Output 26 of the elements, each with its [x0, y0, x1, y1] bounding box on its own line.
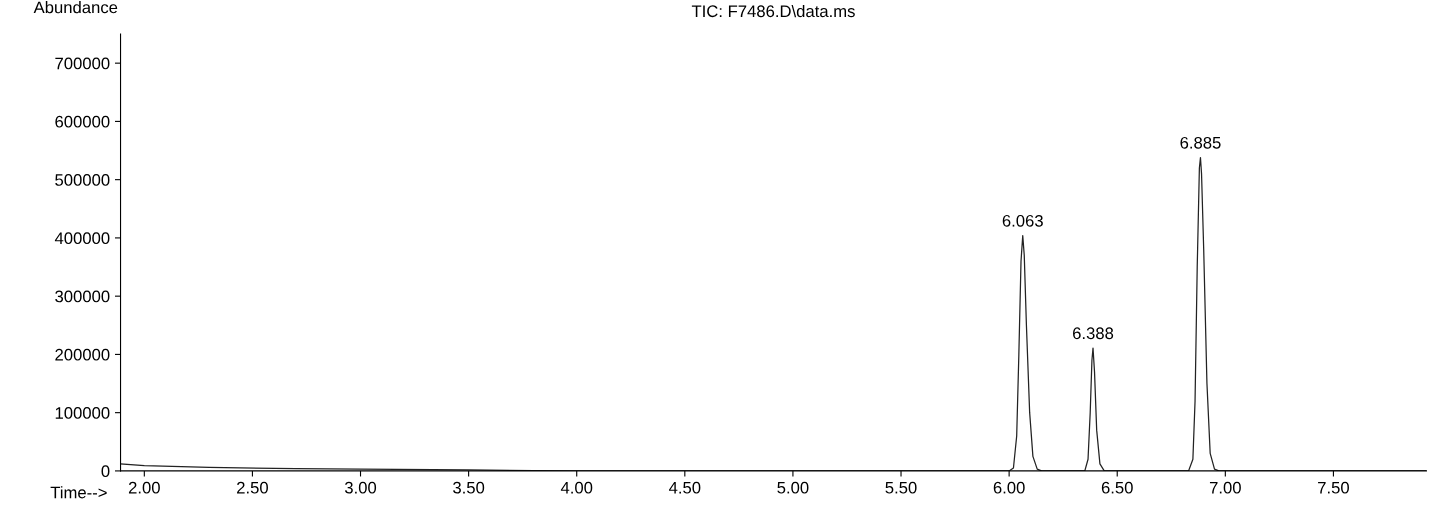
y-tick-label: 400000 [54, 232, 110, 245]
x-tick-label: 2.00 [128, 481, 160, 494]
x-tick-label: 6.00 [993, 481, 1025, 494]
x-tick-label: 3.50 [453, 481, 485, 494]
x-tick-label: 6.50 [1101, 481, 1133, 494]
y-tick-label: 600000 [55, 115, 110, 128]
annotation: 6.063 [1002, 214, 1043, 227]
x-axis-title: Time--> [50, 486, 107, 499]
chart-title: TIC: F7486.D\data.ms [691, 4, 855, 18]
x-tick-label: 7.00 [1209, 481, 1241, 494]
y-axis-title: Abundance [33, 1, 118, 14]
y-tick-label: 200000 [55, 348, 110, 361]
x-tick-label: 3.00 [344, 481, 377, 494]
x-tick-label: 5.50 [885, 481, 917, 494]
x-tick-label: 4.00 [560, 481, 593, 494]
x-tick-label: 4.50 [668, 481, 701, 494]
x-tick-label: 7.50 [1318, 481, 1349, 494]
y-tick-label: 500000 [55, 174, 110, 186]
annotation: 6.388 [1073, 327, 1114, 340]
y-tick-label: 100000 [55, 407, 110, 419]
y-tick-label: 700000 [55, 57, 110, 70]
x-tick-label: 5.00 [777, 481, 809, 494]
y-tick-label: 0 [101, 465, 110, 478]
y-tick-label: 300000 [55, 290, 110, 303]
x-tick-label: 2.50 [237, 481, 268, 494]
annotation: 6.885 [1180, 136, 1221, 149]
